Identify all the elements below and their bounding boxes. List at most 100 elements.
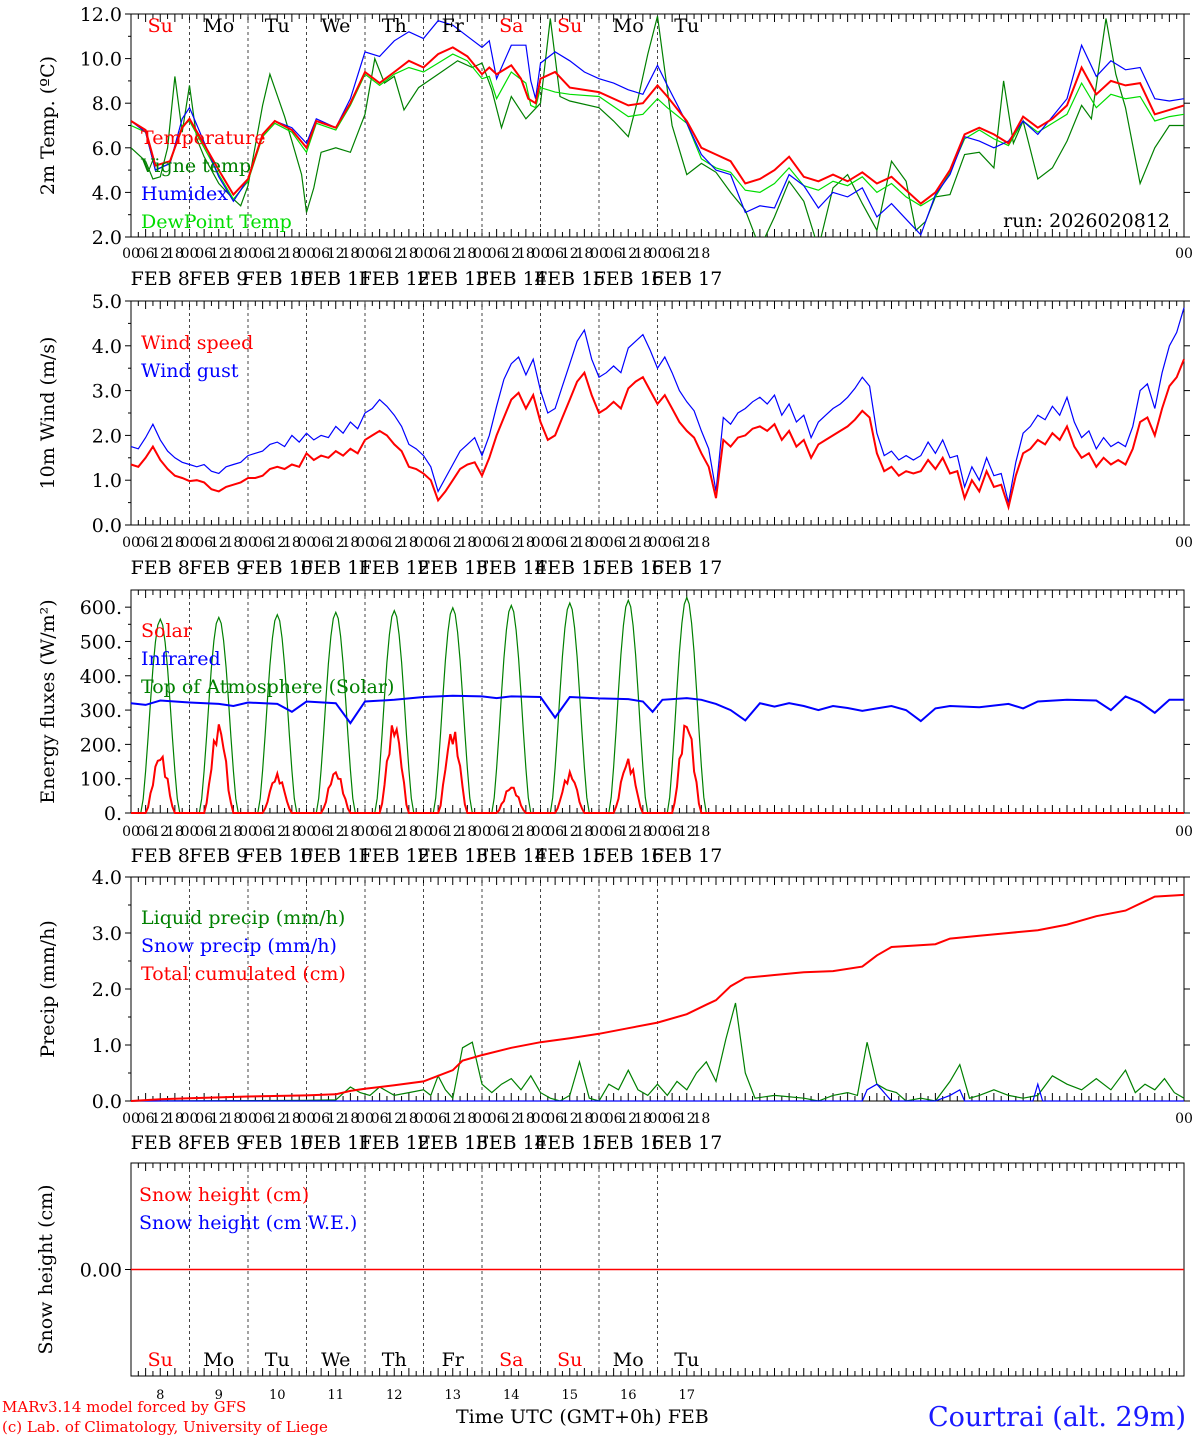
y-axis-label: Energy fluxes (W/m²) — [37, 599, 59, 803]
y-tick-label: 0.0 — [92, 515, 122, 537]
hour-tick-label: 12 — [327, 824, 345, 840]
day-number-label: 17 — [678, 1388, 695, 1403]
hour-tick-label: 06 — [605, 246, 623, 262]
hour-tick-label: 12 — [561, 535, 579, 551]
date-label: FEB 17 — [651, 845, 722, 867]
hour-tick-label: 12 — [502, 1111, 520, 1127]
hour-tick-label: 18 — [400, 246, 418, 262]
y-tick-label: 4.0 — [92, 867, 122, 889]
hour-tick-label: 00 — [473, 824, 491, 840]
day-number-label: 15 — [561, 1388, 578, 1403]
date-label: FEB 17 — [651, 557, 722, 579]
hour-tick-label: 06 — [312, 824, 330, 840]
hour-tick-label: 00 — [590, 246, 608, 262]
hour-tick-label: 06 — [254, 246, 272, 262]
date-label: FEB 8 — [131, 845, 190, 867]
hour-tick-label: 06 — [488, 535, 506, 551]
hour-tick-label: 00 — [122, 1111, 140, 1127]
hour-tick-label: 18 — [458, 246, 476, 262]
hour-tick-label: 00 — [532, 824, 550, 840]
date-label: FEB 9 — [189, 557, 248, 579]
credit-lab: (c) Lab. of Climatology, University of L… — [2, 1418, 328, 1436]
legend-entry: Temperature — [141, 127, 265, 149]
hour-tick-label: 12 — [385, 246, 403, 262]
hour-tick-label: 18 — [692, 246, 710, 262]
hour-tick-label: 06 — [195, 535, 213, 551]
hour-tick-label: 00 — [649, 1111, 667, 1127]
date-label: FEB 13 — [417, 845, 488, 867]
hour-tick-label: 00 — [298, 246, 316, 262]
hour-tick-label: 18 — [458, 1111, 476, 1127]
weekday-label: Th — [382, 15, 407, 37]
date-label: FEB 15 — [534, 557, 605, 579]
y-tick-label: 10.0 — [80, 49, 122, 71]
y-tick-label: 2.0 — [92, 227, 122, 249]
y-tick-label: 200. — [80, 734, 122, 756]
hour-tick-label: 06 — [137, 535, 155, 551]
hour-tick-label: 12 — [502, 824, 520, 840]
y-tick-label: 600. — [80, 597, 122, 619]
hour-tick-label: 12 — [619, 535, 637, 551]
series-line-vigne-temp — [131, 16, 1184, 237]
series-line-solar — [131, 724, 1184, 814]
hour-tick-label: 00 — [181, 246, 199, 262]
hour-tick-label: 18 — [224, 1111, 242, 1127]
date-label: FEB 9 — [189, 268, 248, 290]
legend-entry: Snow height (cm W.E.) — [139, 1212, 357, 1234]
hour-tick-label: 18 — [634, 824, 652, 840]
series-line-humidex — [131, 20, 1184, 236]
weekday-label: Th — [382, 1349, 407, 1371]
hour-tick-label: 00 — [181, 824, 199, 840]
hour-tick-label: 12 — [151, 535, 169, 551]
hour-tick-label: 00 — [298, 535, 316, 551]
hour-tick-label: 18 — [224, 535, 242, 551]
hour-tick-label: 12 — [502, 246, 520, 262]
weekday-label: We — [321, 15, 350, 37]
legend-entry: Total cumulated (cm) — [141, 963, 346, 985]
weekday-label: We — [321, 1349, 350, 1371]
hour-tick-label: 12 — [210, 824, 228, 840]
y-tick-label: 1.0 — [92, 470, 122, 492]
date-label: FEB 11 — [300, 268, 371, 290]
hour-tick-label: 06 — [663, 824, 681, 840]
hour-tick-label: 00 — [122, 824, 140, 840]
y-axis-label: 2m Temp. (ºC) — [37, 56, 59, 195]
date-label: FEB 10 — [242, 268, 313, 290]
hour-tick-label: 18 — [634, 246, 652, 262]
panel-frame-2 — [130, 300, 1185, 526]
date-label: FEB 14 — [476, 845, 547, 867]
legend-entry: Snow height (cm) — [139, 1184, 309, 1206]
hour-tick-label: 18 — [341, 1111, 359, 1127]
hour-tick-label: 00 — [298, 1111, 316, 1127]
date-label: FEB 12 — [359, 557, 430, 579]
day-number-label: 16 — [620, 1388, 637, 1403]
hour-tick-label: 18 — [692, 535, 710, 551]
hour-tick-label: 00 — [356, 1111, 374, 1127]
y-tick-label: 4.0 — [92, 336, 122, 358]
weekday-label: Mo — [613, 1349, 644, 1371]
hour-tick-label: 00 — [1175, 246, 1193, 262]
weekday-label: Su — [557, 1349, 582, 1371]
date-label: FEB 17 — [651, 268, 722, 290]
hour-tick-label: 00 — [532, 246, 550, 262]
hour-tick-label: 00 — [239, 1111, 257, 1127]
hour-tick-label: 18 — [283, 1111, 301, 1127]
series-line-snow-precip-mm-h- — [131, 1082, 1184, 1102]
hour-tick-label: 00 — [473, 1111, 491, 1127]
panel-frame-3 — [130, 589, 1185, 814]
series-line-temperature — [131, 46, 1184, 205]
hour-tick-label: 00 — [356, 824, 374, 840]
hour-tick-label: 12 — [444, 246, 462, 262]
hour-tick-label: 18 — [400, 824, 418, 840]
date-label: FEB 13 — [417, 268, 488, 290]
y-axis-label: Snow height (cm) — [35, 1184, 57, 1354]
legend-entry: Infrared — [141, 648, 221, 670]
date-label: FEB 10 — [242, 557, 313, 579]
date-label: FEB 11 — [300, 557, 371, 579]
y-tick-label: 1.0 — [92, 1035, 122, 1057]
hour-tick-label: 00 — [239, 824, 257, 840]
y-tick-label: 4.0 — [92, 182, 122, 204]
y-axis-label: Precip (mm/h) — [37, 920, 59, 1058]
hour-tick-label: 18 — [400, 1111, 418, 1127]
hour-tick-label: 12 — [210, 246, 228, 262]
